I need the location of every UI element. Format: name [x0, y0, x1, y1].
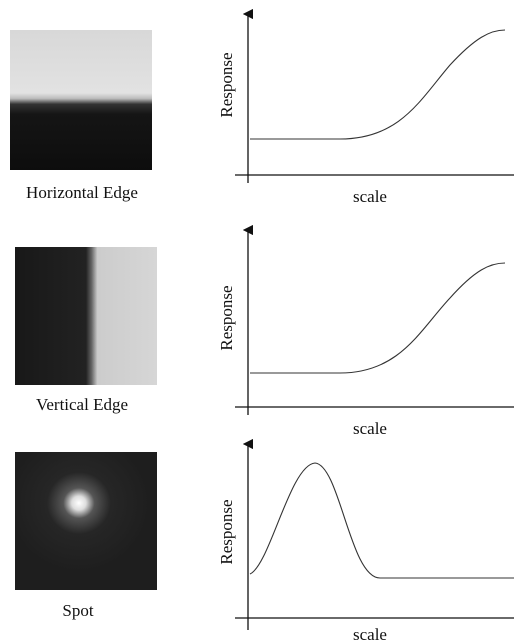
panel-label: Spot	[62, 601, 93, 620]
panel-label: Horizontal Edge	[26, 183, 138, 202]
y-axis-label: Response	[217, 499, 236, 564]
x-axis-label: scale	[353, 419, 387, 438]
x-axis-label: scale	[353, 187, 387, 206]
y-axis-label: Response	[217, 52, 236, 117]
response-curve	[250, 262, 506, 374]
response-curve	[249, 462, 514, 579]
vertical-edge-image	[15, 247, 157, 385]
y-axis-label: Response	[217, 285, 236, 350]
panel-label: Vertical Edge	[36, 395, 128, 414]
spot-image	[15, 452, 157, 590]
horizontal-edge-image	[10, 30, 152, 170]
x-axis-label: scale	[353, 625, 387, 642]
response-curve	[250, 29, 506, 140]
